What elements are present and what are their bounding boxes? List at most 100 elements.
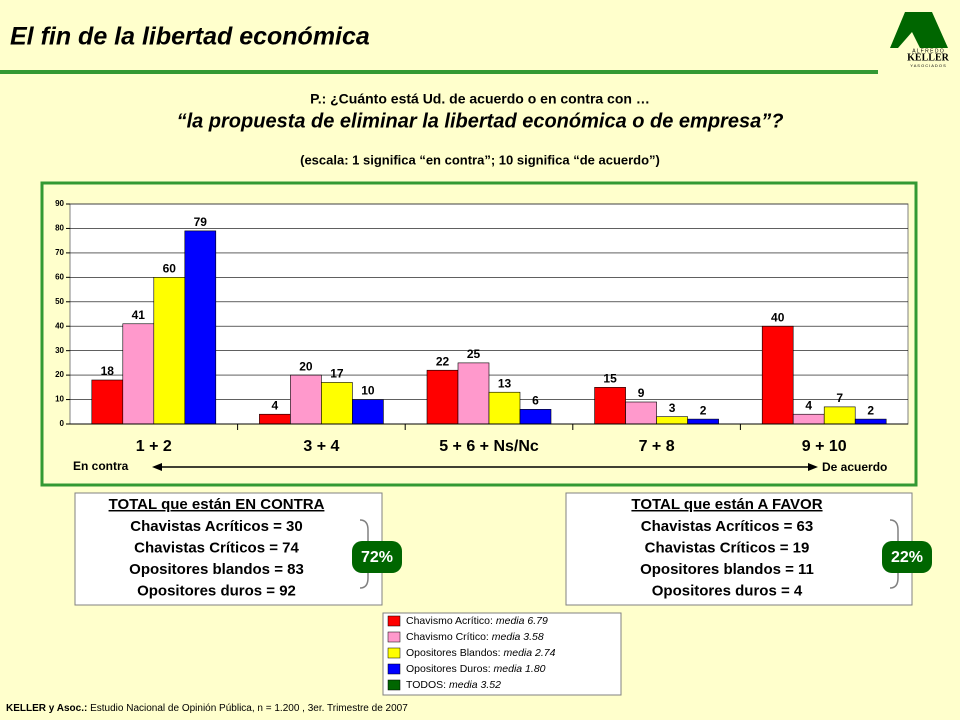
summary-line: Chavistas Críticos = 74 [134, 539, 299, 556]
summary-line: Chavistas Acríticos = 63 [641, 518, 813, 535]
summary-line: Opositores duros = 92 [137, 582, 296, 599]
value-label: 40 [771, 310, 785, 324]
legend-note: media 3.52 [449, 679, 501, 691]
bar [122, 323, 155, 425]
question-line: “la propuesta de eliminar la libertad ec… [177, 110, 784, 132]
summary-line: Opositores duros = 4 [652, 582, 803, 599]
value-label: 79 [194, 215, 208, 229]
bar [352, 399, 384, 425]
bar [457, 362, 490, 425]
x-tick-label: 7 + 8 [639, 438, 675, 455]
y-tick-label: 40 [55, 321, 64, 330]
value-label: 6 [532, 394, 539, 408]
legend-name: Opositores Duros: [406, 663, 491, 675]
bar [184, 230, 217, 425]
legend-swatch [387, 663, 401, 675]
summary-line: Chavistas Críticos = 19 [645, 539, 810, 556]
bar [259, 413, 291, 425]
value-label: 2 [700, 403, 707, 417]
legend-swatch [387, 615, 401, 627]
value-label: 4 [272, 398, 279, 412]
legend-entry: Chavismo Crítico: media 3.58 [406, 631, 544, 643]
value-label: 17 [330, 367, 344, 381]
legend-name: Chavismo Crítico: [406, 631, 489, 643]
logo-bottom: Y A S O C I A D O S [910, 63, 946, 68]
value-label: 60 [163, 262, 177, 276]
x-tick-label: 3 + 4 [303, 438, 339, 455]
bar [290, 374, 322, 425]
y-tick-label: 90 [55, 199, 64, 208]
value-label: 41 [132, 308, 146, 322]
badge [352, 541, 402, 573]
legend-note: media 6.79 [496, 615, 548, 627]
summary-title: TOTAL que están A FAVOR [631, 496, 822, 513]
x-tick-label: 5 + 6 + Ns/Nc [439, 438, 539, 455]
y-tick-label: 50 [55, 297, 64, 306]
y-tick-label: 80 [55, 224, 64, 233]
bar [426, 369, 459, 425]
legend-note: media 3.58 [492, 631, 544, 643]
y-tick-label: 0 [60, 419, 65, 428]
value-label: 9 [638, 386, 645, 400]
source-text: Estudio Nacional de Opinión Pública, n =… [87, 703, 408, 714]
legend-name: Opositores Blandos: [406, 647, 501, 659]
bar [792, 413, 825, 425]
legend-swatch [387, 647, 401, 659]
value-label: 15 [603, 372, 617, 386]
question-line: (escala: 1 significa “en contra”; 10 sig… [300, 152, 660, 167]
summary-box [565, 492, 913, 606]
badge [882, 541, 932, 573]
legend-swatch [387, 679, 401, 691]
value-label: 7 [836, 391, 843, 405]
bar [91, 379, 124, 425]
summaries: TOTAL que están EN CONTRA Chavistas Acrít… [74, 492, 932, 606]
bar [854, 418, 887, 425]
legend-entry: Chavismo Acrítico: media 6.79 [406, 615, 548, 627]
value-label: 4 [805, 398, 812, 412]
summary-line: Chavistas Acríticos = 30 [130, 518, 302, 535]
y-tick-label: 70 [55, 248, 64, 257]
footer: KELLER y Asoc.: Estudio Nacional de Opin… [6, 703, 408, 714]
summary-line: Opositores blandos = 11 [640, 561, 814, 578]
value-label: 3 [669, 401, 676, 415]
y-tick-label: 60 [55, 272, 64, 281]
bar [761, 325, 794, 425]
y-tick-label: 10 [55, 395, 64, 404]
badge-text: 22% [891, 549, 923, 566]
legend-swatch [387, 631, 401, 643]
badge-text: 72% [361, 549, 393, 566]
value-label: 2 [867, 403, 874, 417]
axis-note: De acuerdo [822, 460, 887, 474]
legend-name: Chavismo Acrítico: [406, 615, 493, 627]
value-label: 22 [436, 354, 450, 368]
legend-entry: Opositores Duros: media 1.80 [406, 663, 546, 675]
legend: Chavismo Acrítico: media 6.79 Chavismo Cr… [387, 615, 556, 691]
source-label: KELLER y Asoc.: [6, 703, 87, 714]
x-tick-label: 1 + 2 [136, 438, 172, 455]
axis-note: En contra [73, 459, 129, 473]
page-title: El fin de la libertad económica [10, 23, 370, 51]
logo-name: KELLER [907, 52, 949, 63]
value-label: 18 [101, 364, 115, 378]
y-tick-label: 30 [55, 346, 64, 355]
value-label: 10 [361, 384, 375, 398]
x-tick-label: 9 + 10 [802, 438, 847, 455]
bar [656, 416, 688, 425]
logo-top: A L F R E D O [912, 48, 944, 54]
bar [519, 409, 552, 425]
question-line: P.: ¿Cuánto está Ud. de acuerdo o en con… [310, 91, 650, 107]
legend-name: TODOS: [406, 679, 446, 691]
legend-entry: Opositores Blandos: media 2.74 [406, 647, 556, 659]
value-label: 20 [299, 359, 313, 373]
logo-mark [890, 12, 948, 48]
legend-note: media 2.74 [503, 647, 555, 659]
bar [687, 418, 719, 425]
legend-box [382, 612, 622, 696]
legend-entry: TODOS: media 3.52 [406, 679, 501, 691]
summary-title: TOTAL que están EN CONTRA [109, 496, 325, 513]
bar [321, 382, 353, 425]
legend-note: media 1.80 [494, 663, 546, 675]
